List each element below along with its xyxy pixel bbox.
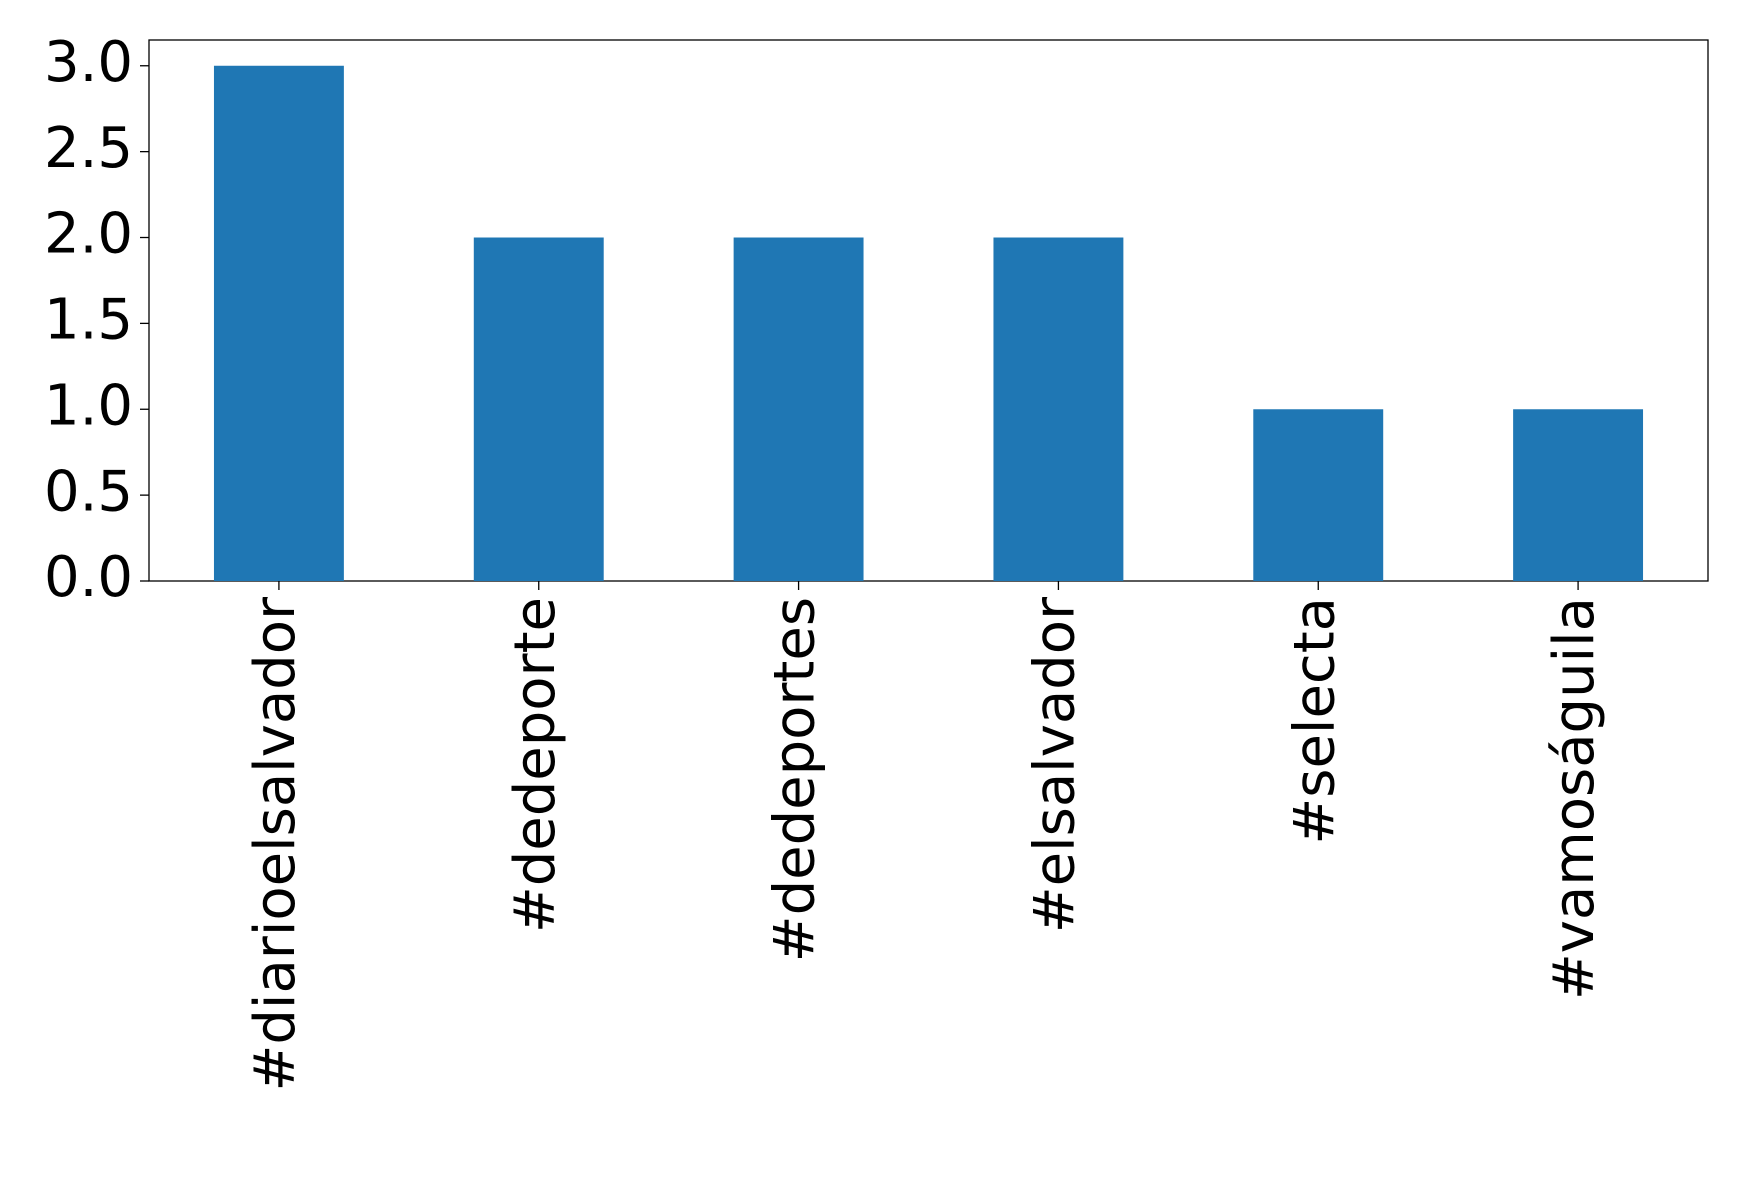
bar <box>473 237 604 581</box>
bar <box>1253 409 1384 581</box>
y-tick-label: 1.5 <box>44 288 133 353</box>
y-tick-label: 0.0 <box>44 545 133 610</box>
y-tick-label: 0.5 <box>44 459 133 524</box>
x-tick-label: #selecta <box>1282 597 1347 845</box>
bar <box>993 237 1124 581</box>
x-tick-label: #elsalvador <box>1023 596 1088 933</box>
y-tick-label: 3.0 <box>44 30 133 95</box>
bar <box>1513 409 1644 581</box>
bar <box>733 237 864 581</box>
x-tick-label: #vamoságuila <box>1542 597 1607 1000</box>
x-tick-label: #diarioelsalvador <box>243 596 308 1092</box>
x-tick-label: #dedeporte <box>503 597 568 933</box>
y-tick-label: 2.0 <box>44 202 133 267</box>
y-tick-label: 1.0 <box>44 373 133 438</box>
plot-frame <box>148 39 1709 582</box>
x-tick-label: #dedeportes <box>763 597 828 962</box>
bar <box>213 65 344 581</box>
y-tick-label: 2.5 <box>44 116 133 181</box>
